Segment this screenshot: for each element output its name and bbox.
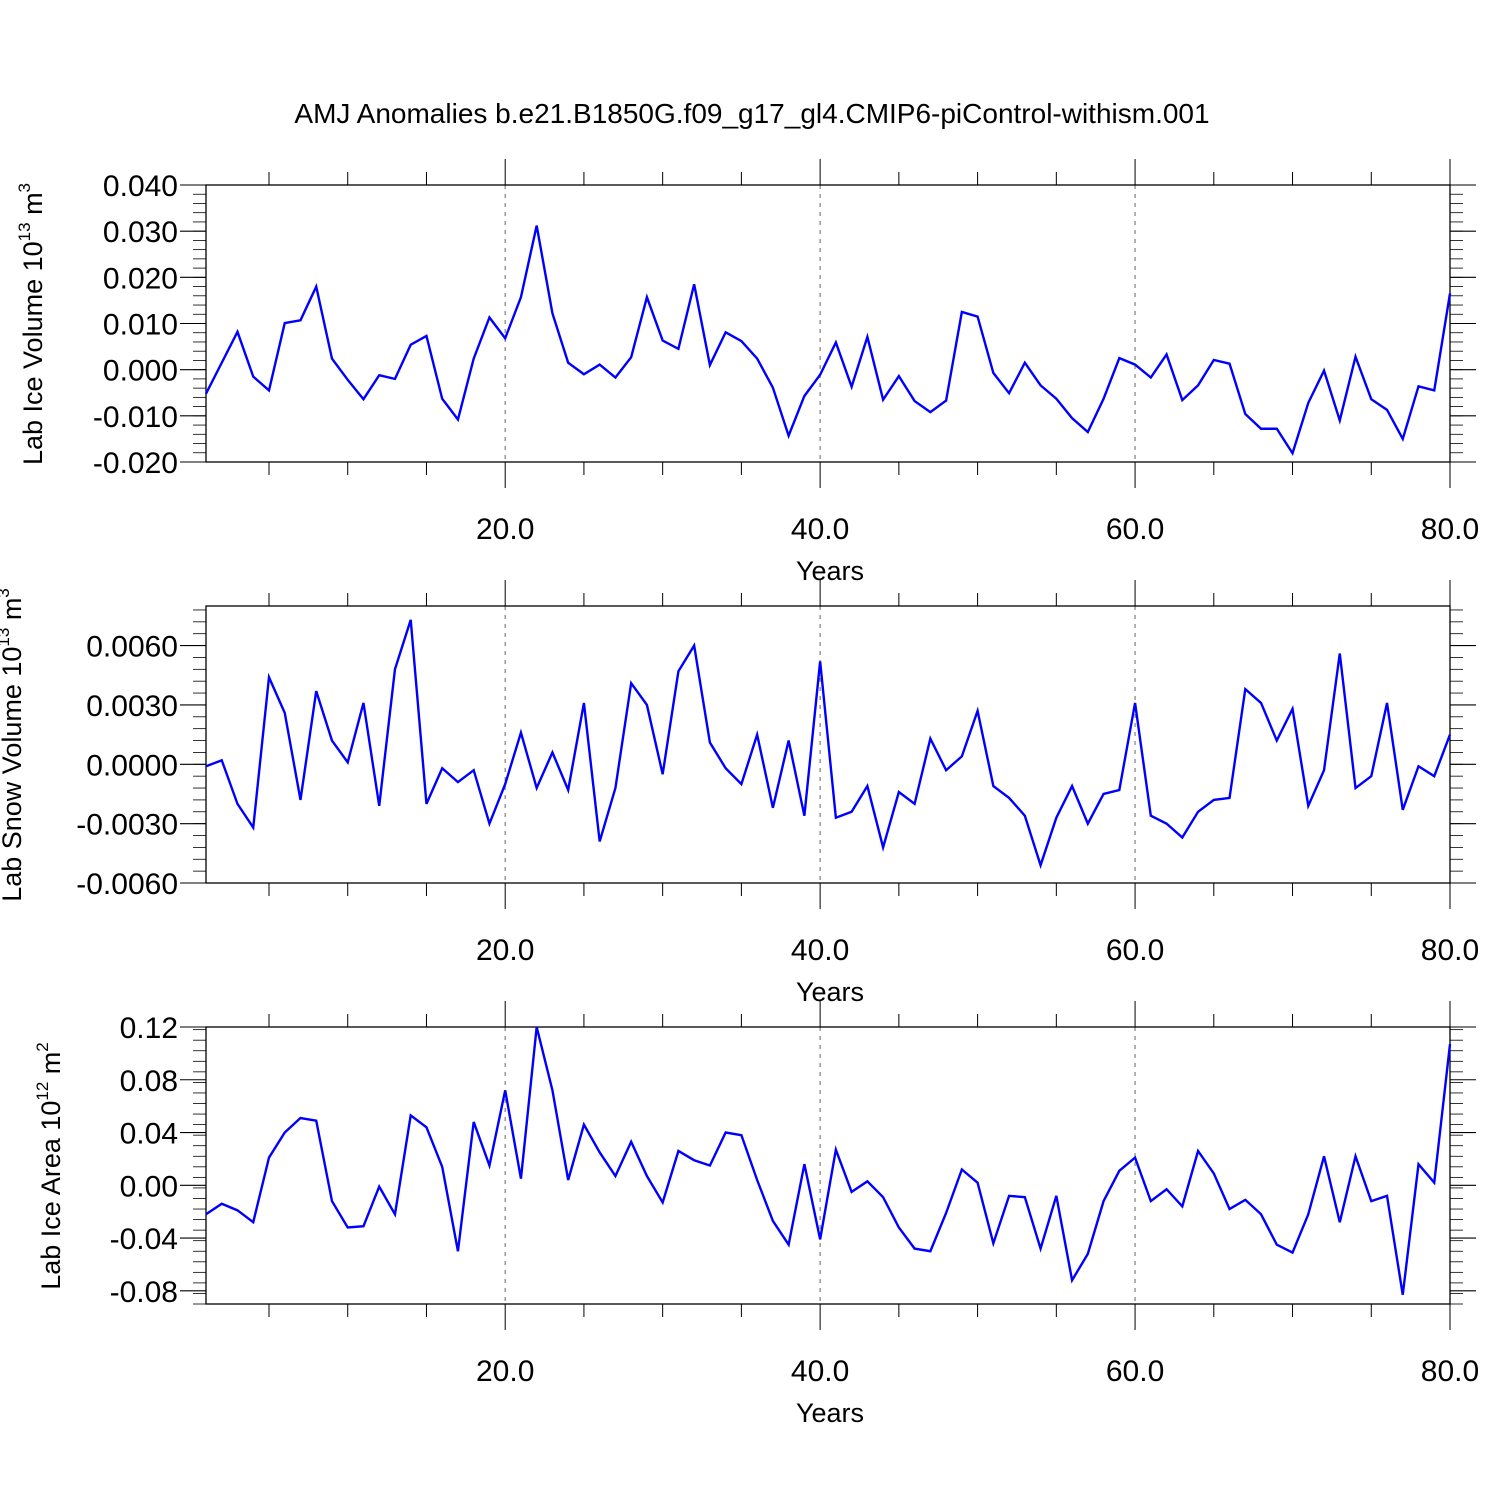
x-tick-label: 80.0: [1421, 513, 1479, 546]
plot-frame: [205, 605, 1451, 884]
y-tick-label: -0.08: [110, 1276, 178, 1309]
x-tick-label: 40.0: [791, 934, 849, 967]
x-tick-label: 60.0: [1106, 934, 1164, 967]
panel-ice-volume: Lab Ice Volume 1013 m3 Years -0.020 -0.01…: [15, 159, 1479, 586]
y-tick-label: 0.040: [103, 170, 178, 203]
y-tick-label: -0.020: [93, 447, 178, 480]
y-tick-label: 0.000: [103, 355, 178, 388]
x-tick-label: 60.0: [1106, 513, 1164, 546]
plot-frame: [205, 1026, 1451, 1305]
x-tick-label: 40.0: [791, 513, 849, 546]
y-axis-title: Lab Ice Volume 1013 m3: [15, 183, 48, 465]
x-tick-label: 80.0: [1421, 1355, 1479, 1388]
y-axis-title: Lab Snow Volume 1013 m3: [0, 588, 27, 902]
y-tick-label: 0.010: [103, 309, 178, 342]
y-tick-label: 0.0030: [86, 690, 178, 723]
panel-ice-area: Lab Ice Area 1012 m2 Years -0.08 -0.04 0.0…: [33, 1001, 1479, 1428]
y-tick-label: 0.08: [120, 1065, 178, 1098]
x-tick-label: 20.0: [476, 513, 534, 546]
x-tick-label: 60.0: [1106, 1355, 1164, 1388]
panel-snow-volume: Lab Snow Volume 1013 m3 Years -0.0060 -0.…: [0, 580, 1479, 1007]
y-tick-label: -0.0060: [76, 868, 178, 901]
y-tick-label: 0.0000: [86, 749, 178, 782]
series-line: [205, 1026, 1452, 1295]
x-tick-label: 40.0: [791, 1355, 849, 1388]
y-tick-label: -0.04: [110, 1223, 178, 1256]
y-tick-label: 0.020: [103, 262, 178, 295]
y-tick-label: 0.12: [120, 1012, 178, 1045]
y-tick-label: -0.0030: [76, 809, 178, 842]
x-axis-title: Years: [796, 556, 864, 586]
x-axis-title: Years: [796, 977, 864, 1007]
y-axis-title: Lab Ice Area 1012 m2: [33, 1042, 66, 1290]
y-tick-label: 0.04: [120, 1118, 178, 1151]
y-tick-label: 0.030: [103, 216, 178, 249]
y-tick-label: 0.0060: [86, 631, 178, 664]
x-tick-label: 20.0: [476, 934, 534, 967]
series-line: [204, 225, 1452, 457]
y-tick-label: -0.010: [93, 401, 178, 434]
x-axis-title: Years: [796, 1398, 864, 1428]
plot-frame: [205, 184, 1451, 463]
x-tick-label: 80.0: [1421, 934, 1479, 967]
figure-title: AMJ Anomalies b.e21.B1850G.f09_g17_gl4.C…: [294, 98, 1209, 129]
series-line: [205, 619, 1452, 870]
y-tick-label: 0.00: [120, 1170, 178, 1203]
x-tick-label: 20.0: [476, 1355, 534, 1388]
